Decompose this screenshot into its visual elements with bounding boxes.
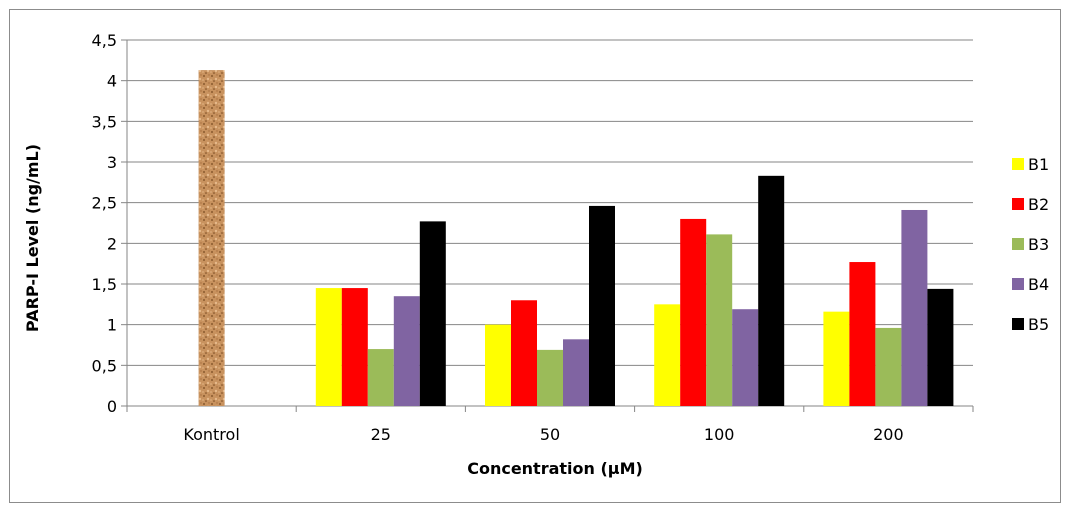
y-tick-label: 0 xyxy=(107,397,117,416)
legend-label-b1: B1 xyxy=(1028,155,1049,174)
bar-b2-50 xyxy=(511,300,537,406)
x-tick-label: 200 xyxy=(873,425,904,444)
y-tick-label: 4,5 xyxy=(92,31,117,50)
y-tick-label: 4 xyxy=(107,72,117,91)
y-tick-label: 2 xyxy=(107,234,117,253)
bar-b4-25 xyxy=(393,296,420,406)
x-tick-label: 100 xyxy=(704,425,735,444)
legend-label-b4: B4 xyxy=(1028,275,1049,294)
bar-b4-100 xyxy=(732,309,759,406)
bar-control xyxy=(198,70,225,407)
gridlines xyxy=(127,39,973,366)
bar-b5-100 xyxy=(758,175,785,406)
legend-label-b3: B3 xyxy=(1028,235,1049,254)
bar-b5-25 xyxy=(419,221,446,406)
legend-swatch-b3 xyxy=(1012,238,1024,250)
x-axis-title: Concentration (µM) xyxy=(467,459,643,478)
legend-swatch-b2 xyxy=(1012,198,1024,210)
legend-swatch-b5 xyxy=(1012,318,1024,330)
bar-b5-200 xyxy=(927,288,954,406)
legend: B1 B2 B3 B4 B5 xyxy=(1012,155,1049,334)
bar-b3-100 xyxy=(706,234,733,406)
bar-b4-50 xyxy=(563,339,589,406)
legend-swatch-b4 xyxy=(1012,278,1024,290)
bar-b1-100 xyxy=(654,304,681,406)
legend-swatch-b1 xyxy=(1012,158,1024,170)
bar-b1-200 xyxy=(823,311,850,406)
bar-b2-25 xyxy=(341,288,368,406)
bar-b5-50 xyxy=(589,205,615,406)
y-tick-label: 0,5 xyxy=(92,356,117,375)
legend-label-b5: B5 xyxy=(1028,315,1049,334)
chart-frame: 0 0,5 1 1,5 2 2,5 3 3,5 4 4,5 Kontrol 25 50 100 200 Co… xyxy=(9,9,1061,503)
bar-b2-200 xyxy=(849,262,876,406)
x-tick-label: 25 xyxy=(371,425,391,444)
y-tick-label: 3,5 xyxy=(92,112,117,131)
bar-b1-50 xyxy=(485,324,511,406)
legend-label-b2: B2 xyxy=(1028,195,1049,214)
y-tick-label: 1 xyxy=(107,316,117,335)
bars xyxy=(198,70,954,407)
bar-b1-25 xyxy=(315,288,342,406)
bar-b2-100 xyxy=(680,218,707,406)
x-tick-label: 50 xyxy=(540,425,560,444)
y-tick-label: 2,5 xyxy=(92,194,117,213)
y-tick-label: 3 xyxy=(107,153,117,172)
tick-labels: 0 0,5 1 1,5 2 2,5 3 3,5 4 4,5 Kontrol 25 50 100 200 xyxy=(92,31,904,444)
bar-b3-25 xyxy=(367,349,394,406)
x-tick-label: Kontrol xyxy=(183,425,239,444)
bar-b3-50 xyxy=(537,349,563,406)
bar-b3-200 xyxy=(875,327,902,406)
bar-chart: 0 0,5 1 1,5 2 2,5 3 3,5 4 4,5 Kontrol 25 50 100 200 Co… xyxy=(23,31,1049,478)
y-tick-label: 1,5 xyxy=(92,275,117,294)
y-axis-title: PARP-I Level (ng/mL) xyxy=(23,144,42,332)
bar-b4-200 xyxy=(901,209,928,406)
